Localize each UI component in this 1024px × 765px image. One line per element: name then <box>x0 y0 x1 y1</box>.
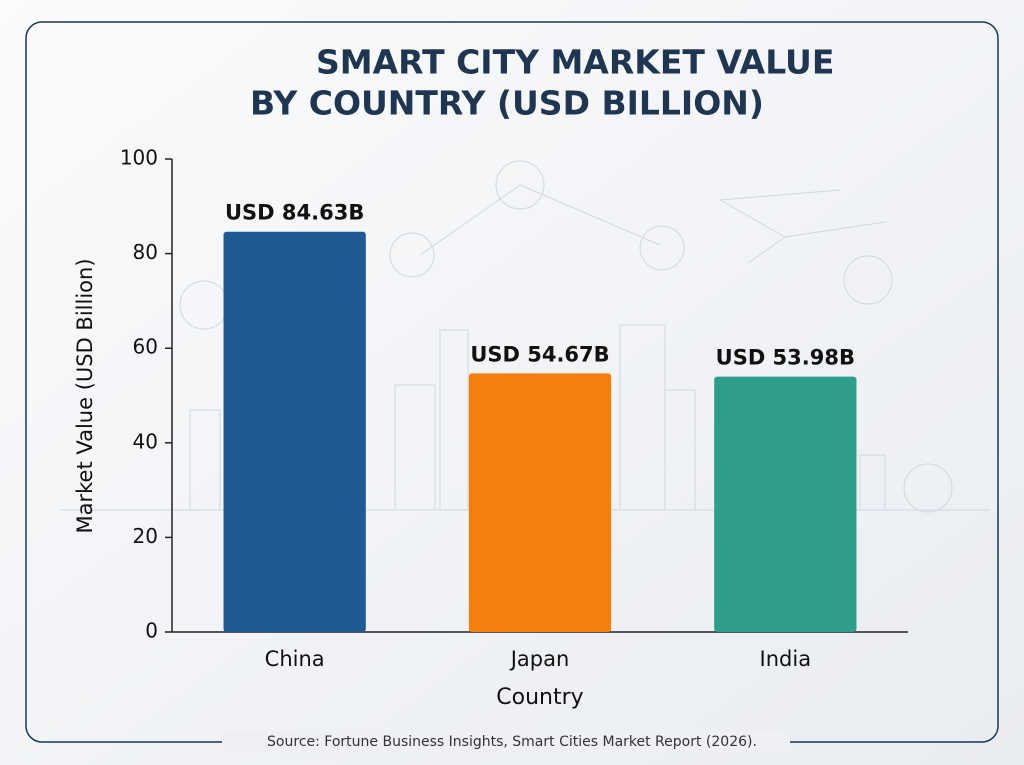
bar <box>223 231 366 632</box>
x-axis-label: Country <box>496 685 583 710</box>
value-label: USD 84.63B <box>225 201 364 225</box>
y-tick-label: 20 <box>133 524 158 548</box>
y-tick-label: 40 <box>133 429 158 453</box>
source-backdrop <box>222 731 790 753</box>
value-label: USD 54.67B <box>470 342 609 366</box>
y-tick-label: 100 <box>120 146 158 170</box>
bar <box>714 376 857 632</box>
x-tick-label: India <box>760 647 812 671</box>
x-tick-label: China <box>265 647 325 671</box>
source-note: Source: Fortune Business Insights, Smart… <box>267 734 757 750</box>
y-axis-label: Market Value (USD Billion) <box>73 258 97 533</box>
y-tick-label: 0 <box>145 619 158 643</box>
y-tick-label: 60 <box>133 335 158 359</box>
x-tick-label: Japan <box>509 647 570 671</box>
y-tick-label: 80 <box>133 240 158 264</box>
bar <box>468 373 612 632</box>
chart-title: SMART CITY MARKET VALUE <box>316 43 834 82</box>
value-label: USD 53.98B <box>716 346 855 370</box>
chart-title: BY COUNTRY (USD BILLION) <box>250 84 764 123</box>
